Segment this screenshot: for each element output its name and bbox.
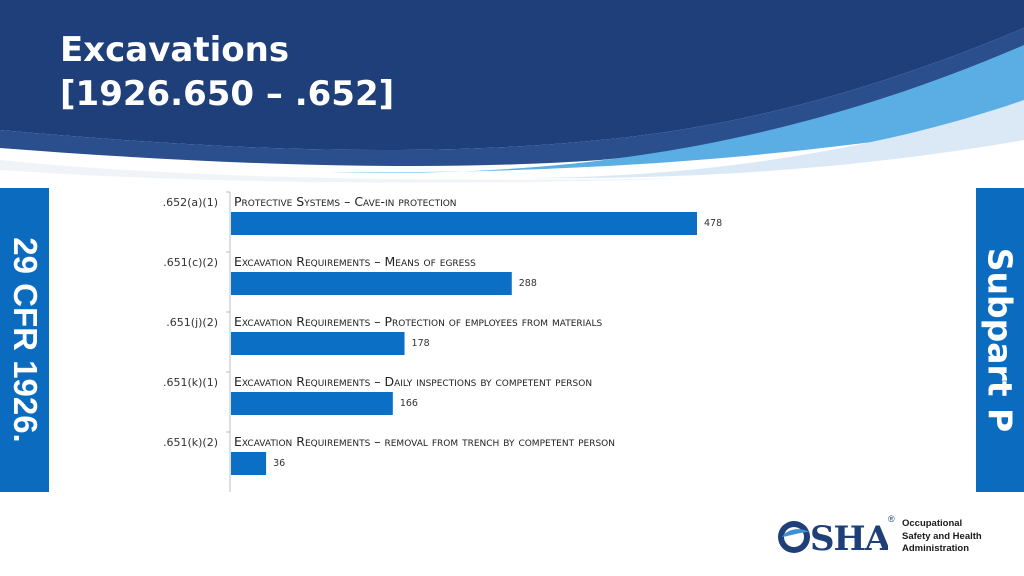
description-label: Protective Systems – Cave-in protection [234,194,457,209]
bar [231,332,405,355]
description-label: Excavation Requirements – removal from t… [234,434,615,449]
value-label: 36 [273,458,285,469]
bar [231,452,267,475]
registered-mark: ® [888,514,895,524]
title-line-2: [1926.650 – .652] [60,74,395,114]
logo-line-2: Safety and Health [902,530,982,542]
right-tab-label: Subpart P [980,247,1020,433]
value-label: 288 [519,278,537,289]
header-banner [0,0,1024,190]
category-label: .651(j)(2) [166,316,218,329]
left-side-tab: 29 CFR 1926. [0,188,49,492]
title-line-1: Excavations [60,30,290,70]
logo-line-3: Administration [902,543,970,554]
bar [231,212,697,235]
description-label: Excavation Requirements – Means of egres… [234,254,476,269]
page-title: Excavations [1926.650 – .652] [60,28,394,116]
bar [231,392,393,415]
osha-wordmark: SHA [776,512,893,571]
osha-full-name: Occupational Safety and Health Administr… [902,518,982,556]
value-label: 478 [704,218,722,229]
right-side-tab: Subpart P [976,188,1024,492]
value-label: 166 [400,398,418,409]
category-label: .651(k)(2) [163,436,218,449]
osha-logo: SHA ® Occupational Safety and Health Adm… [776,512,1006,560]
value-label: 178 [412,338,430,349]
category-label: .651(c)(2) [163,256,218,269]
description-label: Excavation Requirements – Protection of … [234,314,602,329]
osha-logo-icon: SHA [778,519,893,559]
svg-text:SHA: SHA [810,519,888,559]
category-label: .652(a)(1) [163,196,218,209]
bar [231,272,512,295]
description-label: Excavation Requirements – Daily inspecti… [234,374,592,389]
category-label: .651(k)(1) [163,376,218,389]
violations-bar-chart: .652(a)(1) Protective Systems – Cave-in p… [163,191,722,492]
logo-line-1: Occupational [902,518,963,529]
left-tab-label: 29 CFR 1926. [6,237,44,443]
